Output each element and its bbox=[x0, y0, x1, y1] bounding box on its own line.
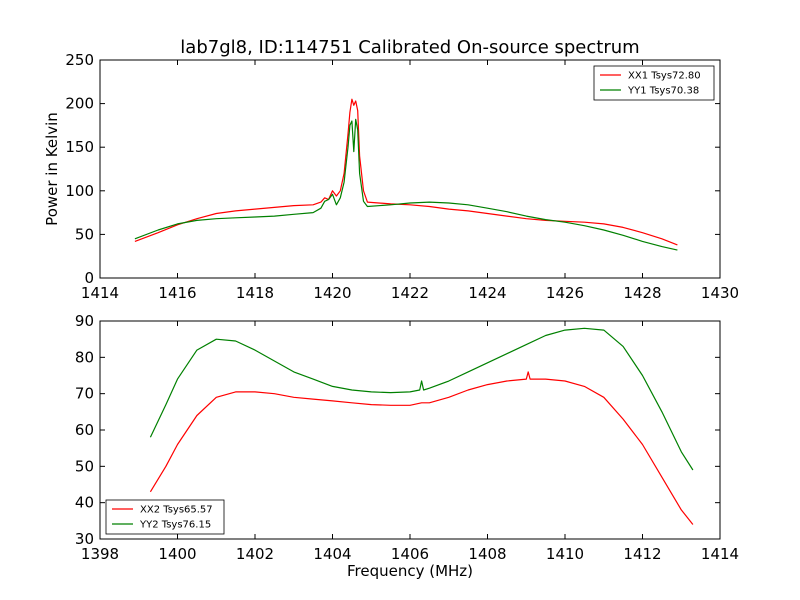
top-y-tick-label: 250 bbox=[65, 51, 94, 69]
top-y-tick-label: 0 bbox=[84, 269, 94, 287]
bottom-legend: XX2 Tsys65.57 YY2 Tsys76.15 bbox=[105, 499, 225, 535]
top-legend-label-2: YY1 Tsys70.38 bbox=[627, 86, 699, 97]
bottom-x-tick-label: 1408 bbox=[468, 545, 506, 563]
bottom-x-tick-label: 1410 bbox=[546, 545, 584, 563]
top-x-tick-label: 1414 bbox=[81, 284, 119, 302]
top-legend-label-1: XX1 Tsys72.80 bbox=[628, 71, 701, 82]
bottom-series-line-1 bbox=[149, 371, 694, 525]
bottom-y-tick-label: 90 bbox=[75, 312, 94, 330]
x-axis-title: Frequency (MHz) bbox=[347, 562, 473, 580]
bottom-legend-label-1: XX2 Tsys65.57 bbox=[140, 505, 213, 516]
top-x-tick-label: 1416 bbox=[158, 284, 196, 302]
top-series-line-1 bbox=[134, 98, 678, 246]
bottom-y-tick-label: 40 bbox=[75, 494, 94, 512]
bottom-x-tick-label: 1412 bbox=[623, 545, 661, 563]
bottom-x-tick-label: 1398 bbox=[81, 545, 119, 563]
top-x-tick-label: 1424 bbox=[468, 284, 506, 302]
figure-title: lab7gl8, ID:114751 Calibrated On-source … bbox=[180, 37, 639, 58]
bottom-x-tick-label: 1400 bbox=[158, 545, 196, 563]
top-x-tick-label: 1420 bbox=[313, 284, 351, 302]
top-y-tick-label: 150 bbox=[65, 138, 94, 156]
top-x-tick-label: 1426 bbox=[546, 284, 584, 302]
top-spectrum-panel: 1414 1416 1418 1420 1422 1424 1426 1428 1430 0 50 1… bbox=[43, 51, 739, 302]
bottom-spectrum-panel: 1398 1400 1402 1404 1406 1408 1410 1412 1414 30 40… bbox=[75, 312, 739, 563]
top-y-axis-title: Power in Kelvin bbox=[43, 112, 61, 226]
top-legend: XX1 Tsys72.80 YY1 Tsys70.38 bbox=[593, 65, 715, 101]
top-series-line-2 bbox=[134, 118, 678, 251]
top-x-tick-label: 1422 bbox=[391, 284, 429, 302]
bottom-legend-label-2: YY2 Tsys76.15 bbox=[139, 520, 211, 531]
bottom-legend-box bbox=[105, 499, 225, 535]
top-y-tick-label: 50 bbox=[75, 225, 94, 243]
bottom-y-tick-label: 30 bbox=[75, 530, 94, 548]
bottom-y-tick-label: 70 bbox=[75, 385, 94, 403]
bottom-y-tick-label: 60 bbox=[75, 421, 94, 439]
top-legend-box bbox=[593, 65, 715, 101]
top-x-tick-label: 1428 bbox=[623, 284, 661, 302]
top-x-tick-label: 1430 bbox=[701, 284, 739, 302]
top-y-tick-label: 100 bbox=[65, 182, 94, 200]
bottom-x-tick-label: 1406 bbox=[391, 545, 429, 563]
bottom-y-tick-label: 80 bbox=[75, 348, 94, 366]
bottom-x-tick-label: 1414 bbox=[701, 545, 739, 563]
bottom-x-tick-label: 1402 bbox=[236, 545, 274, 563]
bottom-y-tick-label: 50 bbox=[75, 457, 94, 475]
top-y-tick-label: 200 bbox=[65, 95, 94, 113]
top-x-tick-label: 1418 bbox=[236, 284, 274, 302]
bottom-series-line-2 bbox=[149, 327, 694, 471]
bottom-x-tick-label: 1404 bbox=[313, 545, 351, 563]
